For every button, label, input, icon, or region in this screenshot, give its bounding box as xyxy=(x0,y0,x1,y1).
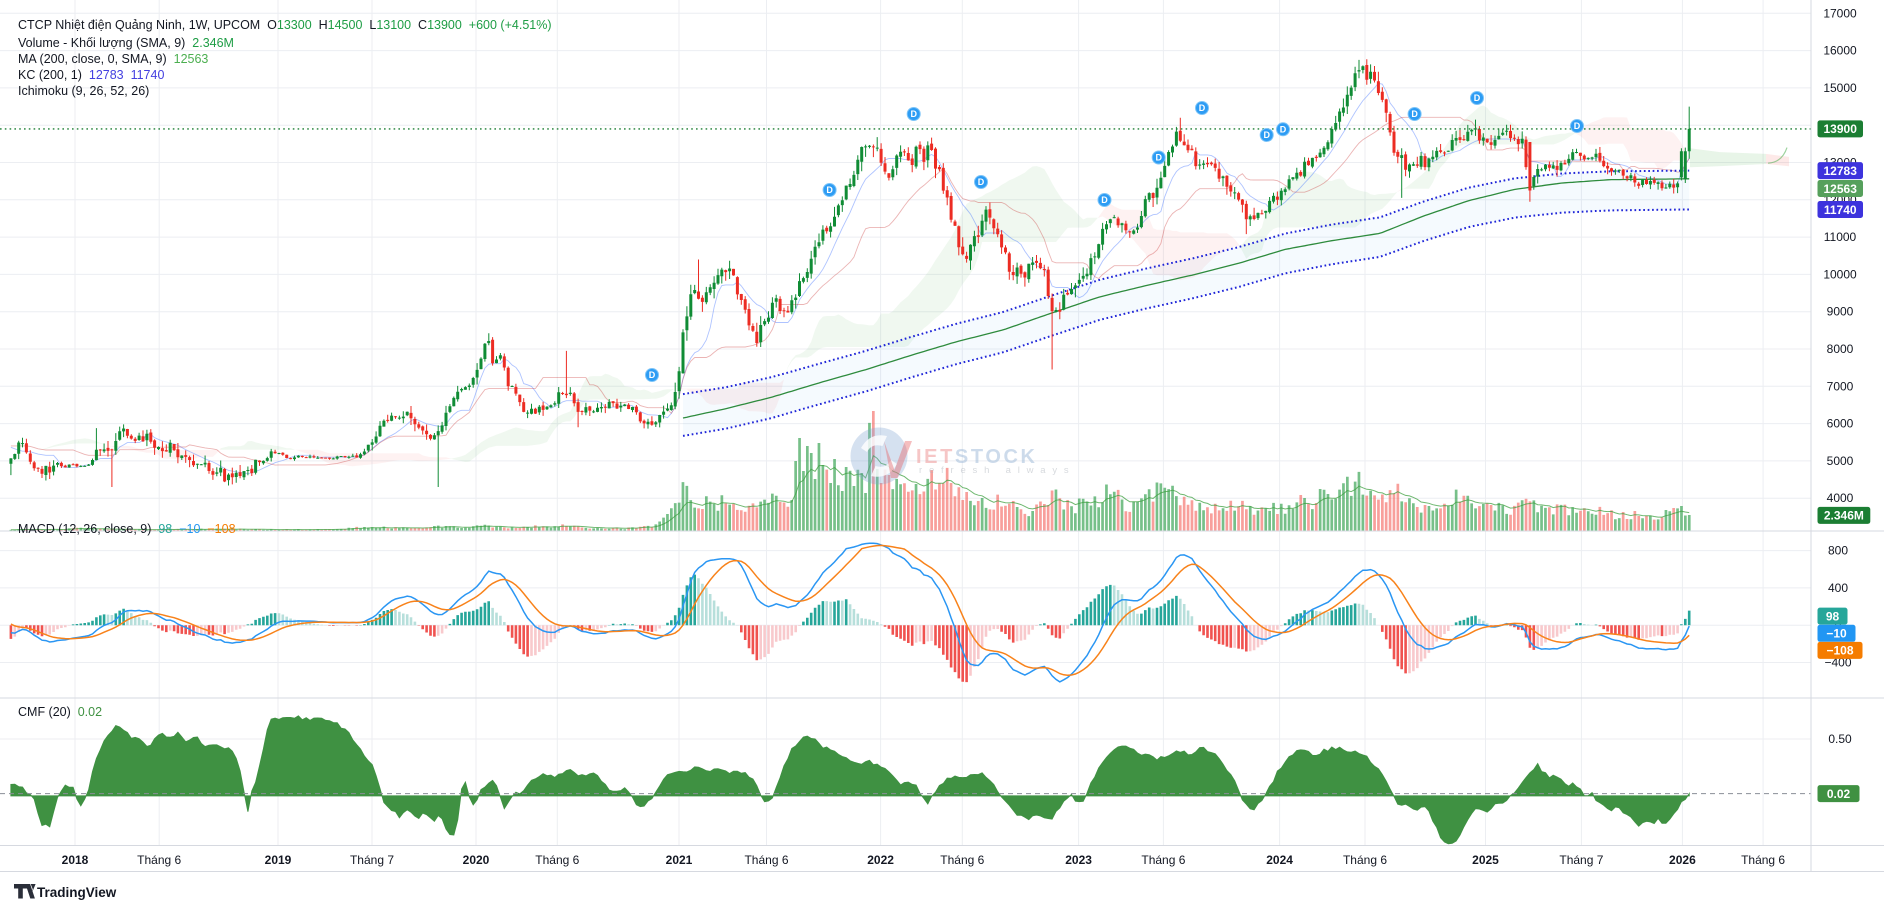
svg-text:MACD (12, 26, close, 9) 98 −: MACD (12, 26, close, 9) 98 −10 −108 xyxy=(18,522,236,536)
svg-text:Tháng 6: Tháng 6 xyxy=(137,853,181,867)
svg-text:D: D xyxy=(1101,195,1108,205)
svg-text:0.50: 0.50 xyxy=(1828,732,1852,746)
svg-text:7000: 7000 xyxy=(1827,379,1854,393)
svg-text:2020: 2020 xyxy=(463,853,490,867)
svg-text:D: D xyxy=(1155,153,1162,163)
svg-text:2025: 2025 xyxy=(1472,853,1499,867)
svg-text:Tháng 6: Tháng 6 xyxy=(535,853,579,867)
svg-text:Tháng 6: Tháng 6 xyxy=(1343,853,1387,867)
svg-text:6000: 6000 xyxy=(1827,417,1854,431)
svg-text:D: D xyxy=(1199,103,1206,113)
svg-text:2026: 2026 xyxy=(1669,853,1696,867)
svg-text:Tháng 6: Tháng 6 xyxy=(940,853,984,867)
svg-text:15000: 15000 xyxy=(1823,81,1857,95)
svg-text:KC (200, 1) 12783 11740: KC (200, 1) 12783 11740 xyxy=(18,68,164,82)
svg-text:400: 400 xyxy=(1828,581,1848,595)
svg-text:CMF (20) 0.02: CMF (20) 0.02 xyxy=(18,705,102,719)
svg-text:16000: 16000 xyxy=(1823,44,1857,58)
svg-text:Tháng 7: Tháng 7 xyxy=(1559,853,1603,867)
svg-text:0.02: 0.02 xyxy=(1827,787,1851,801)
svg-text:refresh always: refresh always xyxy=(919,465,1075,476)
svg-text:D: D xyxy=(1474,93,1481,103)
svg-text:4000: 4000 xyxy=(1827,491,1854,505)
svg-text:D: D xyxy=(649,370,656,380)
svg-text:2023: 2023 xyxy=(1065,853,1092,867)
svg-text:2.346M: 2.346M xyxy=(1824,509,1864,523)
svg-text:9000: 9000 xyxy=(1827,305,1854,319)
svg-text:D: D xyxy=(1411,109,1418,119)
svg-text:2021: 2021 xyxy=(666,853,693,867)
svg-text:17000: 17000 xyxy=(1823,6,1857,20)
svg-text:Tháng 6: Tháng 6 xyxy=(1741,853,1785,867)
svg-text:D: D xyxy=(910,109,917,119)
svg-text:13900: 13900 xyxy=(1824,122,1858,136)
svg-text:CTCP Nhiệt điện Quảng Ninh, 1W: CTCP Nhiệt điện Quảng Ninh, 1W, UPCOM O1… xyxy=(18,18,552,32)
svg-text:−10: −10 xyxy=(1826,627,1847,641)
svg-text:Ichimoku (9, 26, 52, 26): Ichimoku (9, 26, 52, 26) xyxy=(18,84,149,98)
svg-text:Tháng 6: Tháng 6 xyxy=(1141,853,1185,867)
svg-text:12783: 12783 xyxy=(1824,164,1858,178)
svg-text:2022: 2022 xyxy=(867,853,894,867)
svg-text:D: D xyxy=(826,185,833,195)
svg-text:10000: 10000 xyxy=(1823,267,1857,281)
svg-text:IETSTOCK: IETSTOCK xyxy=(916,446,1038,468)
svg-text:800: 800 xyxy=(1828,544,1848,558)
svg-text:D: D xyxy=(1280,125,1287,135)
svg-text:98: 98 xyxy=(1826,609,1840,623)
svg-text:2018: 2018 xyxy=(62,853,89,867)
svg-text:11000: 11000 xyxy=(1824,230,1857,244)
svg-text:Volume - Khối lượng (SMA, 9): Volume - Khối lượng (SMA, 9) 2.346M xyxy=(18,36,234,50)
svg-text:D: D xyxy=(1574,121,1581,131)
svg-text:5000: 5000 xyxy=(1827,454,1854,468)
svg-text:TradingView: TradingView xyxy=(37,885,117,900)
svg-text:Tháng 7: Tháng 7 xyxy=(350,853,394,867)
svg-text:2019: 2019 xyxy=(265,853,292,867)
svg-text:Tháng 6: Tháng 6 xyxy=(744,853,788,867)
svg-text:11740: 11740 xyxy=(1824,203,1857,217)
svg-text:−108: −108 xyxy=(1826,644,1853,658)
svg-text:MA (200, close, 0, SMA, 9) 12: MA (200, close, 0, SMA, 9) 12563 xyxy=(18,52,208,66)
svg-text:−400: −400 xyxy=(1824,656,1851,670)
svg-text:12563: 12563 xyxy=(1824,182,1858,196)
svg-text:D: D xyxy=(1263,130,1270,140)
svg-text:2024: 2024 xyxy=(1266,853,1293,867)
svg-text:D: D xyxy=(978,177,985,187)
svg-text:8000: 8000 xyxy=(1827,342,1854,356)
